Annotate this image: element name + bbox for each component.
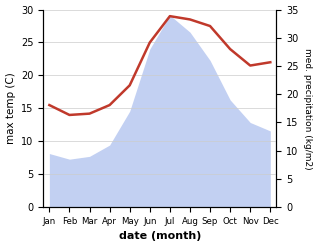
Y-axis label: max temp (C): max temp (C) xyxy=(5,72,16,144)
X-axis label: date (month): date (month) xyxy=(119,231,201,242)
Y-axis label: med. precipitation (kg/m2): med. precipitation (kg/m2) xyxy=(303,48,313,169)
